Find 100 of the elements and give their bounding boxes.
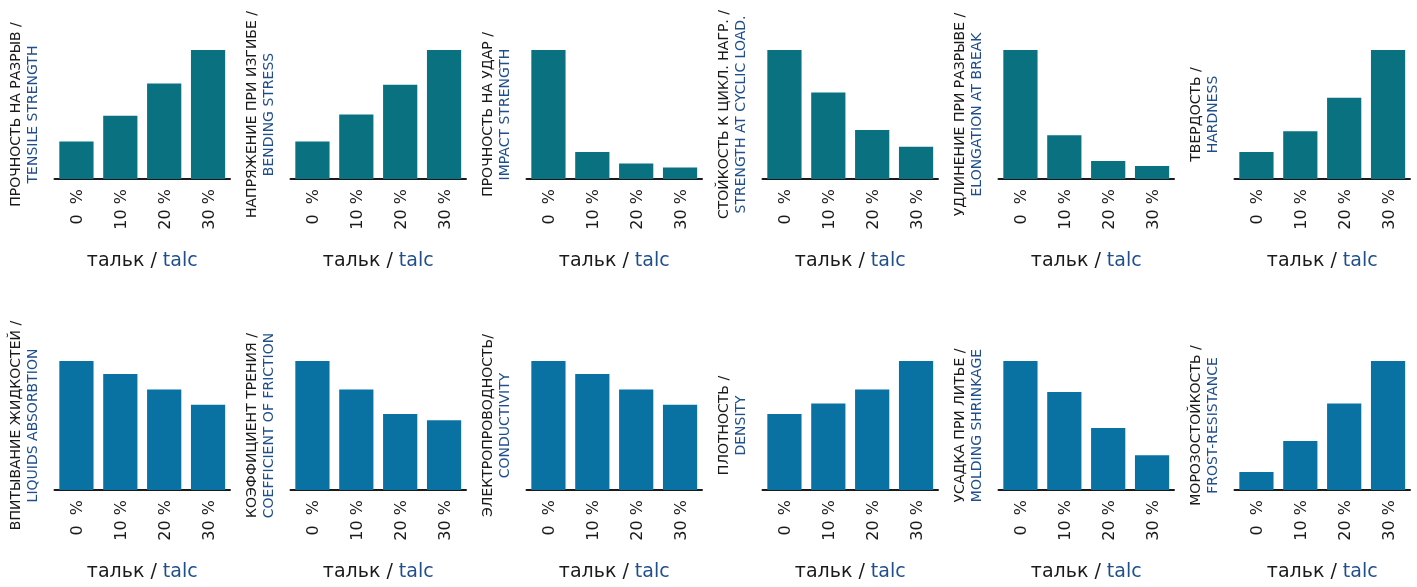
x-tick-label: 10 % <box>346 189 366 230</box>
x-tick-label: 30 % <box>198 189 218 230</box>
y-axis-title: ЭЛЕКТРОПРОВОДНОСТЬ/ CONDUCTIVITY <box>479 333 512 517</box>
bar <box>1283 131 1318 179</box>
y-axis-title: КОЭФФИЦИЕНТ ТРЕНИЯ / COEFFICIENT OF FRICTION <box>243 332 276 519</box>
x-tick-label: 30 % <box>1378 189 1398 230</box>
y-axis-title: МОРОЗОСТОЙКОСТЬ / FROST-RESISTANCE <box>1186 345 1220 506</box>
x-tick-label: 0 % <box>66 189 86 225</box>
bar <box>662 167 698 179</box>
bar <box>811 403 846 490</box>
x-tick-label: 10 % <box>582 500 602 541</box>
x-tick-label: 0 % <box>774 189 794 225</box>
bar <box>190 404 226 490</box>
x-axis-title: тальк / talc <box>1266 558 1378 581</box>
x-tick-label: 30 % <box>434 189 454 230</box>
bar <box>531 361 566 490</box>
bar <box>147 83 182 179</box>
x-axis-title: тальк / talc <box>794 558 906 581</box>
bar <box>1047 135 1082 179</box>
x-axis-title: тальк / talc <box>558 247 670 270</box>
x-tick-label: 0 % <box>1246 500 1266 536</box>
x-tick-label: 20 % <box>626 500 646 541</box>
x-tick-label: 20 % <box>390 189 410 230</box>
bar <box>1134 166 1170 179</box>
y-axis-title: НАПРЯЖЕНИЕ ПРИ ИЗГИБЕ / BENDING STRESS <box>243 10 276 218</box>
x-tick-label: 0 % <box>66 500 86 536</box>
y-axis-title: ПРОЧНОСТЬ НА УДАР / IMPACT STRENGTH <box>479 31 512 197</box>
x-axis-title: тальк / talc <box>1030 247 1142 270</box>
x-tick-label: 10 % <box>818 500 838 541</box>
bar <box>898 146 934 179</box>
x-tick-label: 10 % <box>1054 500 1074 541</box>
x-axis-title: тальк / talc <box>1030 558 1142 581</box>
bar <box>1003 361 1038 490</box>
x-tick-label: 20 % <box>390 500 410 541</box>
x-tick-label: 20 % <box>1098 500 1118 541</box>
x-tick-label: 20 % <box>862 500 882 541</box>
x-axis-title: тальк / talc <box>1266 247 1378 270</box>
bar <box>619 389 654 490</box>
x-tick-label: 30 % <box>434 500 454 541</box>
x-axis-title: тальк / talc <box>794 247 906 270</box>
x-tick-label: 20 % <box>1334 500 1354 541</box>
x-tick-label: 30 % <box>1142 189 1162 230</box>
x-tick-label: 20 % <box>626 189 646 230</box>
bar <box>1327 97 1362 179</box>
x-tick-label: 0 % <box>1246 189 1266 225</box>
x-tick-label: 10 % <box>1290 500 1310 541</box>
x-axis-title: тальк / talc <box>86 247 198 270</box>
bar <box>1239 151 1274 179</box>
x-tick-label: 20 % <box>154 189 174 230</box>
x-tick-label: 20 % <box>1334 189 1354 230</box>
x-axis-title: тальк / talc <box>322 247 434 270</box>
bar <box>575 151 610 179</box>
x-tick-label: 10 % <box>346 500 366 541</box>
bar <box>575 373 610 490</box>
bar <box>190 50 226 179</box>
bar <box>1047 391 1082 490</box>
bar <box>767 413 802 490</box>
x-tick-label: 10 % <box>110 189 130 230</box>
x-tick-label: 30 % <box>906 189 926 230</box>
bar <box>103 373 138 490</box>
bar <box>1370 50 1406 179</box>
x-tick-label: 0 % <box>302 189 322 225</box>
bar <box>855 129 890 179</box>
bar <box>619 163 654 179</box>
x-tick-label: 30 % <box>1142 500 1162 541</box>
bar <box>1283 440 1318 490</box>
bar <box>1091 160 1126 179</box>
bar <box>767 50 802 179</box>
bar <box>339 114 374 179</box>
x-tick-label: 0 % <box>538 500 558 536</box>
bar <box>295 141 330 179</box>
x-tick-label: 20 % <box>1098 189 1118 230</box>
x-tick-label: 0 % <box>1010 500 1030 536</box>
y-axis-title: ТВЕРДОСТЬ / HARDNESS <box>1187 66 1220 163</box>
bar <box>1003 50 1038 179</box>
bar <box>59 361 94 490</box>
x-tick-label: 30 % <box>670 500 690 541</box>
x-tick-label: 0 % <box>302 500 322 536</box>
y-axis-title: ВПИТЫВАНИЕ ЖИДКОСТЕЙ / LIQUIDS ABSORBTION <box>6 320 40 531</box>
x-axis-title: тальк / talc <box>322 558 434 581</box>
y-axis-title: ПРОЧНОСТЬ НА РАЗРЫВ / TENSILE STRENGTH <box>7 21 40 207</box>
bar <box>1091 428 1126 490</box>
bar <box>898 361 934 490</box>
bar <box>811 92 846 179</box>
x-axis-title: тальк / talc <box>86 558 198 581</box>
x-axis-title: тальк / talc <box>558 558 670 581</box>
bar <box>103 115 138 179</box>
bar <box>295 361 330 490</box>
x-tick-label: 0 % <box>1010 189 1030 225</box>
x-tick-label: 30 % <box>906 500 926 541</box>
x-tick-label: 10 % <box>1290 189 1310 230</box>
bar <box>1239 471 1274 490</box>
bar <box>59 141 94 179</box>
x-tick-label: 20 % <box>862 189 882 230</box>
x-tick-label: 30 % <box>198 500 218 541</box>
bar <box>383 84 418 179</box>
bar <box>383 413 418 490</box>
x-tick-label: 0 % <box>774 500 794 536</box>
bar <box>426 50 462 179</box>
bar <box>1370 361 1406 490</box>
